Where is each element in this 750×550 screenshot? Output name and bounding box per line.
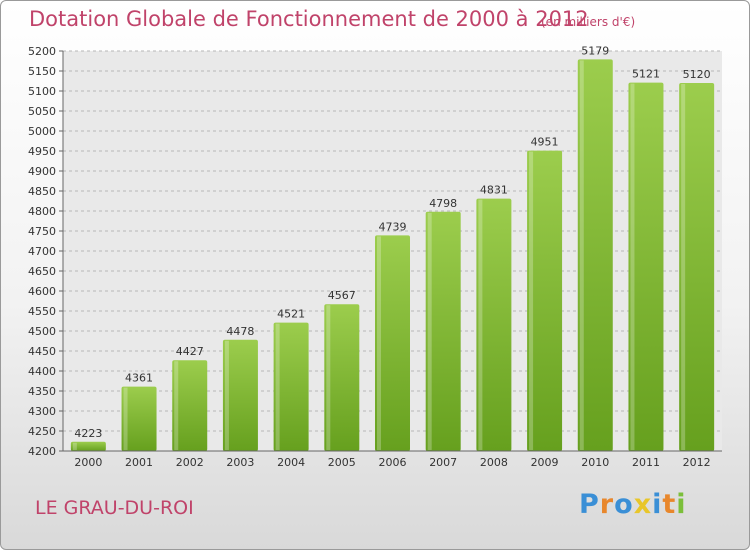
bar-highlight: [579, 60, 584, 451]
x-axis: 2000 2001 2002 2003 2004 2005 2006 2007 2008 2009…: [63, 450, 722, 469]
x-tick-label: 2002: [176, 456, 204, 469]
bar: [273, 322, 309, 451]
bar: [679, 83, 715, 451]
bar-value-label: 4361: [125, 372, 153, 385]
x-tick-label: 2006: [379, 456, 407, 469]
commune-name: LE GRAU-DU-ROI: [35, 497, 194, 519]
y-tick-label: 4850: [28, 185, 56, 198]
y-tick-label: 4950: [28, 145, 56, 158]
bar-highlight: [224, 340, 229, 450]
bar: [476, 198, 512, 451]
bar-value-label: 4427: [176, 345, 204, 358]
logo-letter: o: [614, 489, 634, 520]
y-tick-label: 4900: [28, 165, 56, 178]
x-tick-label: 2005: [328, 456, 356, 469]
x-tick-label: 2007: [429, 456, 457, 469]
bar-value-label: 4831: [480, 184, 508, 197]
chart-title: Dotation Globale de Fonctionnement de 20…: [29, 7, 589, 31]
logo-letter: i: [652, 489, 663, 520]
x-tick-label: 2000: [74, 456, 102, 469]
logo-letter: r: [599, 489, 615, 520]
bars: 4223 4361 4427 4478 4521 4567 4739 4798 4831 4951…: [70, 44, 715, 452]
bar-highlight: [377, 236, 381, 450]
y-tick-label: 4400: [28, 365, 56, 378]
bar-value-label: 4223: [74, 427, 102, 440]
y-tick-label: 5100: [28, 85, 56, 98]
y-tick-label: 4250: [28, 425, 56, 438]
x-tick-label: 2012: [683, 456, 711, 469]
bar: [70, 441, 106, 451]
bar-highlight: [174, 361, 179, 450]
y-tick-label: 4700: [28, 245, 56, 258]
y-tick-label: 4750: [28, 225, 56, 238]
y-tick-label: 4300: [28, 405, 56, 418]
x-tick-label: 2001: [125, 456, 153, 469]
bar: [222, 339, 258, 451]
y-tick-label: 5000: [28, 125, 56, 138]
y-tick-label: 4550: [28, 305, 56, 318]
bar-highlight: [427, 212, 432, 450]
y-tick-label: 4500: [28, 325, 56, 338]
bar: [375, 235, 410, 451]
x-tick-label: 2003: [226, 456, 254, 469]
bar-value-label: 4567: [328, 289, 356, 302]
bar: [577, 59, 613, 452]
bar: [628, 82, 664, 451]
y-tick-label: 4600: [28, 285, 56, 298]
logo-letter: P: [579, 489, 600, 520]
bar-value-label: 4798: [429, 197, 457, 210]
bar-highlight: [630, 83, 635, 450]
bar-highlight: [478, 199, 483, 450]
logo-letter: t: [662, 489, 677, 520]
bar: [527, 150, 563, 451]
bar: [425, 211, 461, 451]
bar-value-label: 5179: [581, 44, 609, 57]
bar-value-label: 4521: [277, 308, 305, 321]
bar-highlight: [123, 387, 128, 450]
bar: [324, 304, 360, 451]
bar-highlight: [72, 442, 77, 450]
bar-highlight: [681, 84, 686, 450]
y-tick-label: 5050: [28, 105, 56, 118]
bar-value-label: 5120: [683, 68, 711, 81]
x-tick-label: 2009: [531, 456, 559, 469]
y-tick-label: 4650: [28, 265, 56, 278]
y-tick-label: 5150: [28, 65, 56, 78]
bar-highlight: [529, 151, 534, 450]
y-tick-label: 4450: [28, 345, 56, 358]
proxiti-logo[interactable]: Proxiti: [579, 489, 687, 520]
y-tick-label: 4800: [28, 205, 56, 218]
y-axis: 4200 4250 4300 4350 4400 4450 4500 4550 4600 4650…: [28, 45, 64, 458]
bar-highlight: [326, 305, 331, 450]
bar: [121, 386, 157, 451]
bar-value-label: 5121: [632, 68, 660, 81]
logo-letter: i: [676, 489, 687, 520]
y-tick-label: 5200: [28, 45, 56, 58]
x-tick-label: 2004: [277, 456, 305, 469]
bar-value-label: 4478: [226, 325, 254, 338]
bar-value-label: 4739: [379, 220, 407, 233]
x-tick-label: 2011: [632, 456, 660, 469]
y-tick-label: 4350: [28, 385, 56, 398]
logo-letter: x: [633, 489, 653, 520]
bar-value-label: 4951: [531, 136, 559, 149]
unit-label: (en milliers d'€): [541, 15, 636, 29]
bar: [172, 360, 208, 451]
x-tick-label: 2010: [581, 456, 609, 469]
x-tick-label: 2008: [480, 456, 508, 469]
bar-highlight: [275, 323, 280, 450]
y-tick-label: 4200: [28, 445, 56, 458]
